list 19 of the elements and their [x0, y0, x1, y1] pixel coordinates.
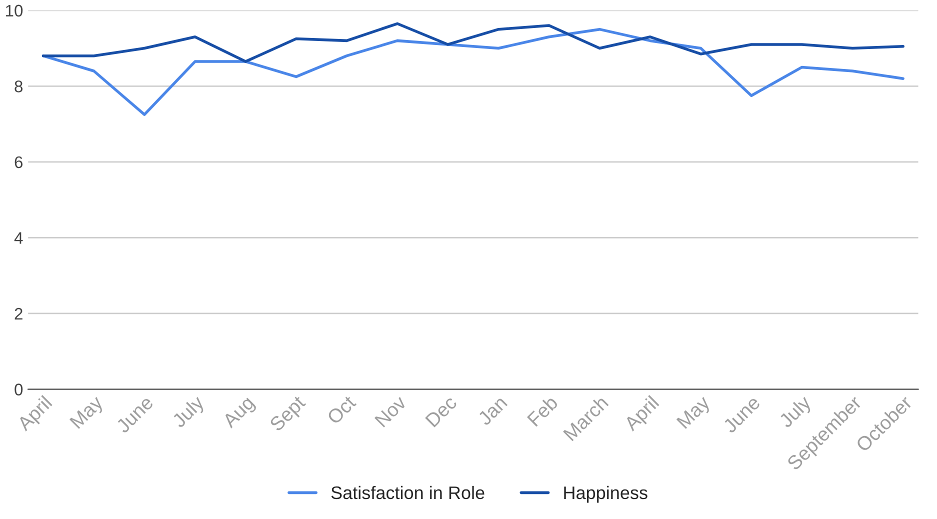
x-tick-label: May — [70, 394, 107, 432]
x-tick-label: July — [170, 394, 208, 432]
y-tick-label: 6 — [14, 156, 23, 168]
x-tick-label: Dec — [425, 394, 458, 428]
x-tick-label: Aug — [222, 396, 258, 432]
y-tick-label: 2 — [14, 308, 22, 320]
x-tick-label: May — [676, 394, 714, 432]
legend-label: Satisfaction in Role — [331, 486, 484, 500]
line-series — [42, 22, 904, 63]
x-tick-label: Oct — [326, 394, 357, 425]
legend-label: Happiness — [564, 486, 648, 503]
y-tick-label: 8 — [14, 80, 23, 92]
y-tick-label: 4 — [14, 232, 23, 244]
x-tick-label: Nov — [374, 394, 408, 428]
y-tick-label: 0 — [14, 384, 23, 396]
x-tick-label: Jan — [477, 396, 508, 426]
y-tick-label: 10 — [6, 4, 23, 17]
line-series — [42, 28, 904, 116]
x-tick-label: Feb — [526, 394, 559, 427]
